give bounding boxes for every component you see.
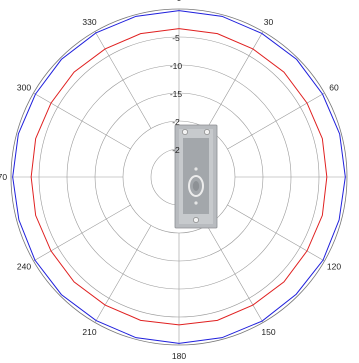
angle-tick-label: 120	[327, 262, 341, 272]
grid-spoke	[227, 204, 325, 262]
angle-tick-label: 210	[82, 327, 96, 337]
radial-tick-label: -10	[170, 61, 183, 71]
radial-tick-label: -2	[172, 145, 180, 155]
angle-tick-label: 0	[177, 0, 182, 3]
series-line-1	[12, 10, 346, 344]
angle-tick-label: 150	[261, 327, 275, 337]
grid-spoke	[206, 225, 264, 323]
polar-grid	[10, 8, 348, 346]
grid-spoke	[94, 31, 152, 129]
grid-spoke	[227, 92, 325, 150]
angle-tick-label: 240	[17, 262, 31, 272]
angle-tick-label: 330	[82, 17, 96, 27]
series-line-2	[30, 28, 328, 326]
antenna-device-photo-icon	[174, 124, 218, 229]
angle-tick-label: 30	[264, 17, 274, 27]
angle-tick-label: 60	[329, 83, 339, 93]
grid-spoke	[33, 92, 131, 150]
grid-spoke	[94, 225, 152, 323]
grid-spoke	[33, 204, 131, 262]
series-layer	[12, 10, 346, 344]
angle-tick-label: 180	[172, 351, 186, 361]
polar-labels: 0 30 60 120 150 180 210 240 270 300 330 -5 -10 -15 -2 -…	[0, 0, 341, 361]
radial-tick-label: -15	[170, 89, 183, 99]
angle-tick-label: 300	[17, 83, 31, 93]
radial-tick-label: -5	[172, 33, 180, 43]
radial-tick-label: -2	[172, 117, 180, 127]
angle-tick-label: 270	[0, 172, 7, 182]
grid-spoke	[206, 31, 264, 129]
